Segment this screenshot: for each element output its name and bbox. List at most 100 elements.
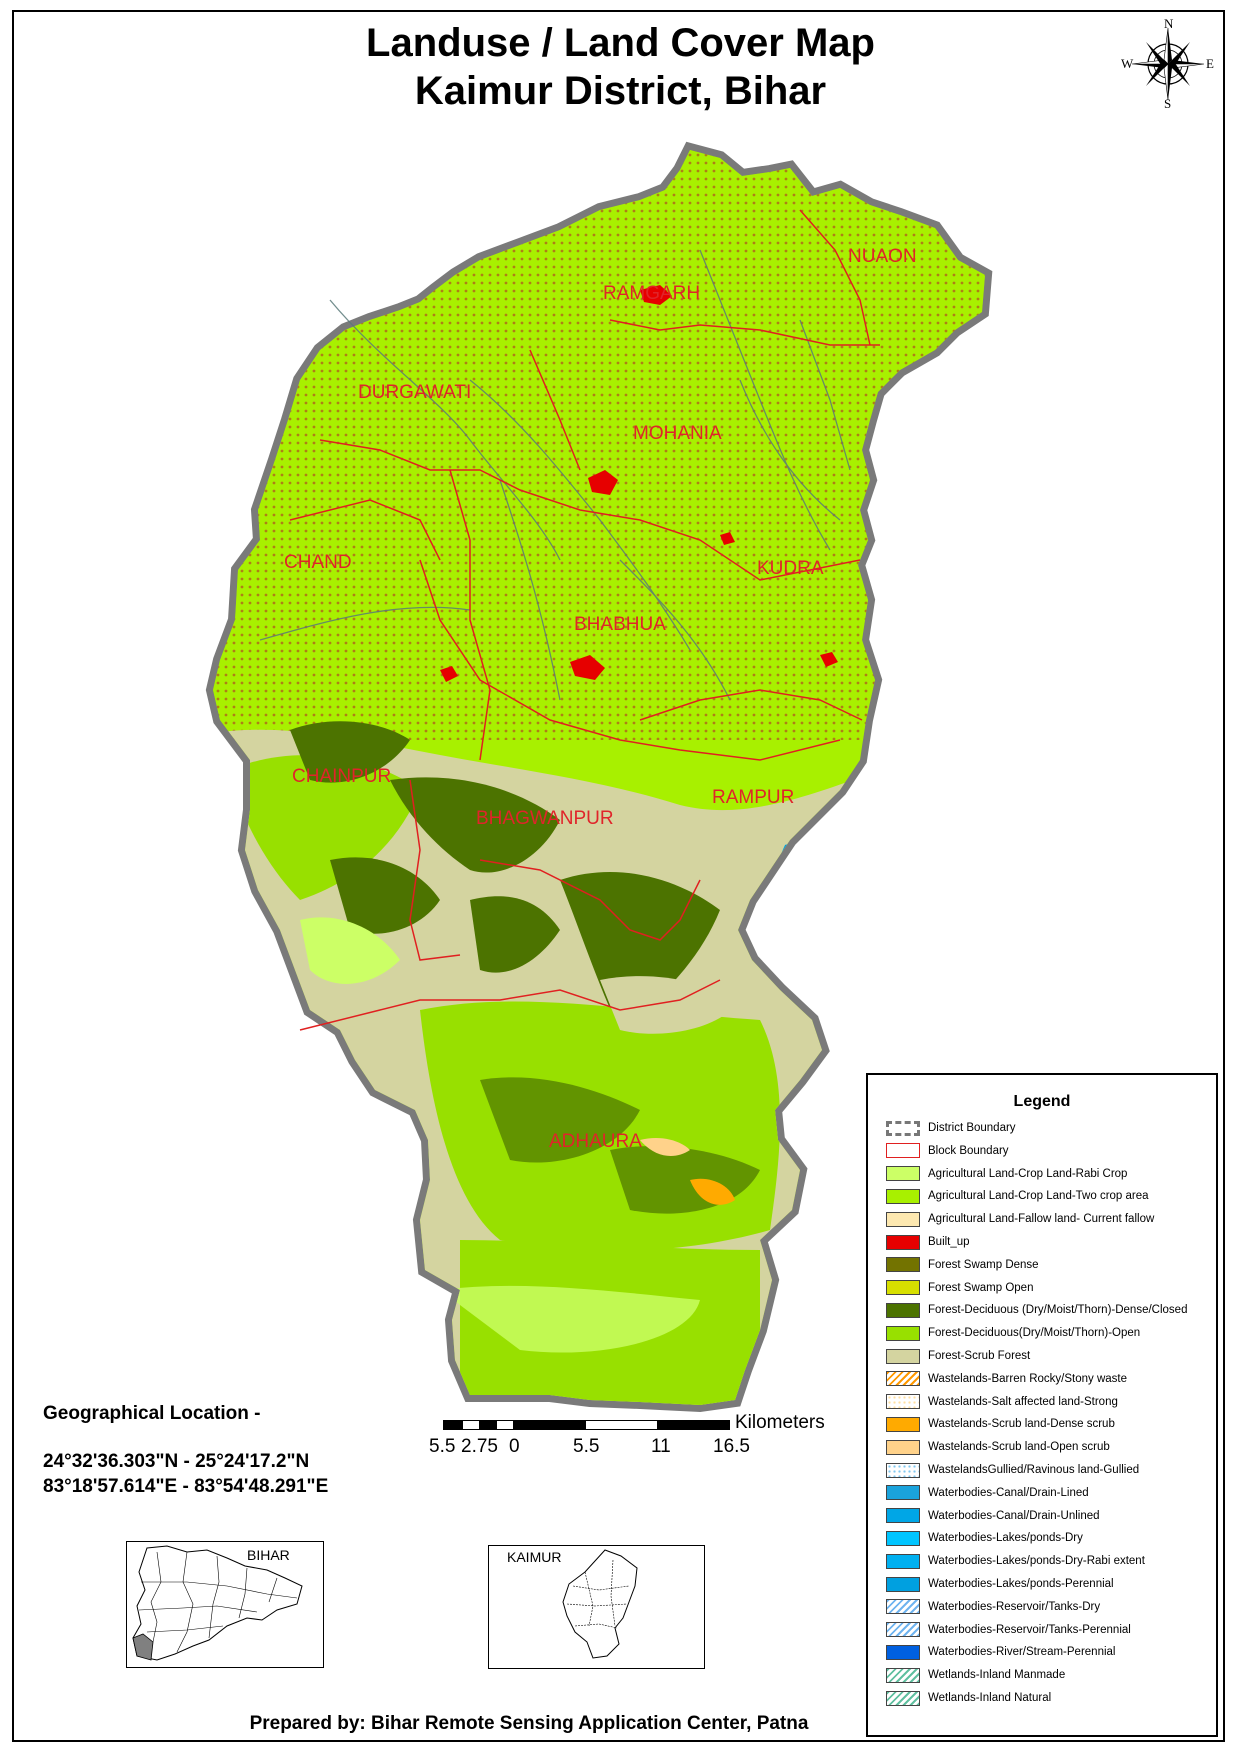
legend-item: Wastelands-Scrub land-Open scrub xyxy=(886,1438,1110,1456)
legend-item: Waterbodies-Reservoir/Tanks-Perennial xyxy=(886,1621,1131,1639)
compass-north: N xyxy=(1164,16,1174,31)
legend-label: Forest-Deciduous (Dry/Moist/Thorn)-Dense… xyxy=(928,1304,1188,1317)
legend-swatch xyxy=(886,1485,920,1501)
legend-item: Forest Swamp Dense xyxy=(886,1256,1039,1274)
legend-swatch xyxy=(886,1325,920,1341)
legend-label: Waterbodies-Reservoir/Tanks-Dry xyxy=(928,1600,1101,1613)
legend-swatch xyxy=(886,1690,920,1706)
legend-swatch xyxy=(886,1394,920,1410)
legend-item: Waterbodies-Lakes/ponds-Perennial xyxy=(886,1575,1114,1593)
legend-label: Agricultural Land-Crop Land-Two crop are… xyxy=(928,1190,1149,1203)
legend-swatch xyxy=(886,1508,920,1524)
geo-latitude: 24°32'36.303"N - 25°24'17.2"N xyxy=(43,1451,310,1472)
compass-south: S xyxy=(1164,96,1172,111)
legend-item: Waterbodies-Lakes/ponds-Dry-Rabi extent xyxy=(886,1552,1145,1570)
legend-swatch xyxy=(886,1348,920,1364)
legend-swatch xyxy=(886,1553,920,1569)
legend-item: Waterbodies-Reservoir/Tanks-Dry xyxy=(886,1598,1100,1616)
scale-tick: 11 xyxy=(651,1436,671,1457)
legend-label: Agricultural Land-Fallow land- Current f… xyxy=(928,1213,1155,1226)
inset-label-bihar: BIHAR xyxy=(247,1547,290,1563)
inset-map-bihar: BIHAR xyxy=(126,1541,324,1668)
legend-swatch xyxy=(886,1257,920,1273)
scale-seg xyxy=(462,1420,480,1430)
legend-label: Wetlands-Inland Manmade xyxy=(928,1669,1066,1682)
scale-tick: 16.5 xyxy=(713,1436,750,1457)
legend-swatch xyxy=(886,1234,920,1250)
compass-rose-icon: N S E W xyxy=(1118,16,1218,111)
legend-item: Agricultural Land-Fallow land- Current f… xyxy=(886,1210,1154,1228)
footer-credit: Prepared by: Bihar Remote Sensing Applic… xyxy=(249,1713,809,1734)
legend-swatch xyxy=(886,1143,920,1159)
legend-swatch xyxy=(886,1280,920,1296)
legend-swatch xyxy=(886,1644,920,1660)
legend-item: Waterbodies-Canal/Drain-Unlined xyxy=(886,1507,1100,1525)
map-frame xyxy=(12,10,1225,1742)
legend-label: Forest-Deciduous(Dry/Moist/Thorn)-Open xyxy=(928,1327,1141,1340)
inset-map-kaimur: KAIMUR xyxy=(488,1545,705,1669)
kaimur-outline xyxy=(562,1549,638,1659)
legend-label: Waterbodies-Canal/Drain-Unlined xyxy=(928,1509,1100,1522)
scale-tick: 5.5 xyxy=(573,1436,600,1457)
legend-swatch xyxy=(886,1667,920,1683)
legend-item: Forest Swamp Open xyxy=(886,1279,1033,1297)
legend-label: Waterbodies-Reservoir/Tanks-Perennial xyxy=(928,1623,1131,1636)
legend-item: Wastelands-Scrub land-Dense scrub xyxy=(886,1415,1115,1433)
legend-swatch xyxy=(886,1166,920,1182)
bihar-outline xyxy=(132,1545,303,1661)
legend-item: Block Boundary xyxy=(886,1142,1009,1160)
legend-label: Forest-Scrub Forest xyxy=(928,1350,1031,1362)
legend-swatch xyxy=(886,1622,920,1638)
legend-label: Forest Swamp Dense xyxy=(928,1258,1039,1271)
scale-tick: 5.5 xyxy=(429,1436,456,1457)
legend-swatch xyxy=(886,1188,920,1204)
legend-label: Built_up xyxy=(928,1236,970,1248)
legend-title: Legend xyxy=(1013,1093,1071,1110)
geo-longitude: 83°18'57.614"E - 83°54'48.291"E xyxy=(43,1476,329,1497)
legend-swatch xyxy=(886,1439,920,1455)
legend-label: Waterbodies-Lakes/ponds-Perennial xyxy=(928,1578,1114,1590)
scale-unit: Kilometers xyxy=(735,1412,825,1433)
compass-east: E xyxy=(1206,56,1214,71)
map-title-line1: Landuse / Land Cover Map xyxy=(366,21,875,65)
legend-item: WastelandsGullied/Ravinous land-Gullied xyxy=(886,1461,1139,1479)
scale-seg xyxy=(479,1420,497,1430)
legend-label: Wastelands-Scrub land-Open scrub xyxy=(928,1441,1110,1454)
scale-seg xyxy=(585,1420,658,1430)
legend-item: Waterbodies-Canal/Drain-Lined xyxy=(886,1484,1089,1502)
map-title-line2: Kaimur District, Bihar xyxy=(414,69,827,113)
legend-item: Agricultural Land-Crop Land-Rabi Crop xyxy=(886,1165,1127,1183)
legend-label: Waterbodies-Lakes/ponds-Dry-Rabi extent xyxy=(928,1555,1145,1568)
legend-swatch xyxy=(886,1120,920,1136)
legend-swatch xyxy=(886,1530,920,1546)
legend-swatch xyxy=(886,1371,920,1387)
inset-label-kaimur: KAIMUR xyxy=(507,1549,562,1565)
legend-item: Wetlands-Inland Natural xyxy=(886,1689,1051,1707)
scale-seg xyxy=(513,1420,586,1430)
legend-panel: Legend District Boundary Block Boundary Ag… xyxy=(866,1073,1218,1737)
legend-item: Waterbodies-River/Stream-Perennial xyxy=(886,1643,1115,1661)
legend-label: Wetlands-Inland Natural xyxy=(928,1692,1052,1704)
legend-swatch xyxy=(886,1576,920,1592)
legend-label: Waterbodies-River/Stream-Perennial xyxy=(928,1646,1116,1659)
legend-swatch xyxy=(886,1462,920,1478)
legend-swatch xyxy=(886,1599,920,1615)
legend-label: Agricultural Land-Crop Land-Rabi Crop xyxy=(928,1167,1128,1180)
legend-label: Block Boundary xyxy=(928,1144,1009,1157)
scale-seg xyxy=(496,1420,514,1430)
legend-item: Wastelands-Salt affected land-Strong xyxy=(886,1393,1118,1411)
legend-item: Waterbodies-Lakes/ponds-Dry xyxy=(886,1529,1083,1547)
legend-item: Agricultural Land-Crop Land-Two crop are… xyxy=(886,1187,1149,1205)
scale-tick: 0 xyxy=(509,1436,520,1457)
geo-heading: Geographical Location - xyxy=(43,1403,261,1424)
legend-item: Built_up xyxy=(886,1233,970,1251)
legend-item: Wetlands-Inland Manmade xyxy=(886,1666,1065,1684)
legend-label: Wastelands-Salt affected land-Strong xyxy=(928,1395,1118,1408)
legend-label: Waterbodies-Lakes/ponds-Dry xyxy=(928,1532,1083,1545)
legend-label: Waterbodies-Canal/Drain-Lined xyxy=(928,1486,1089,1499)
compass-west: W xyxy=(1121,56,1134,71)
legend-item: Forest-Deciduous(Dry/Moist/Thorn)-Open xyxy=(886,1324,1140,1342)
legend-item: Forest-Scrub Forest xyxy=(886,1347,1030,1365)
legend-label: Wastelands-Scrub land-Dense scrub xyxy=(928,1418,1115,1431)
